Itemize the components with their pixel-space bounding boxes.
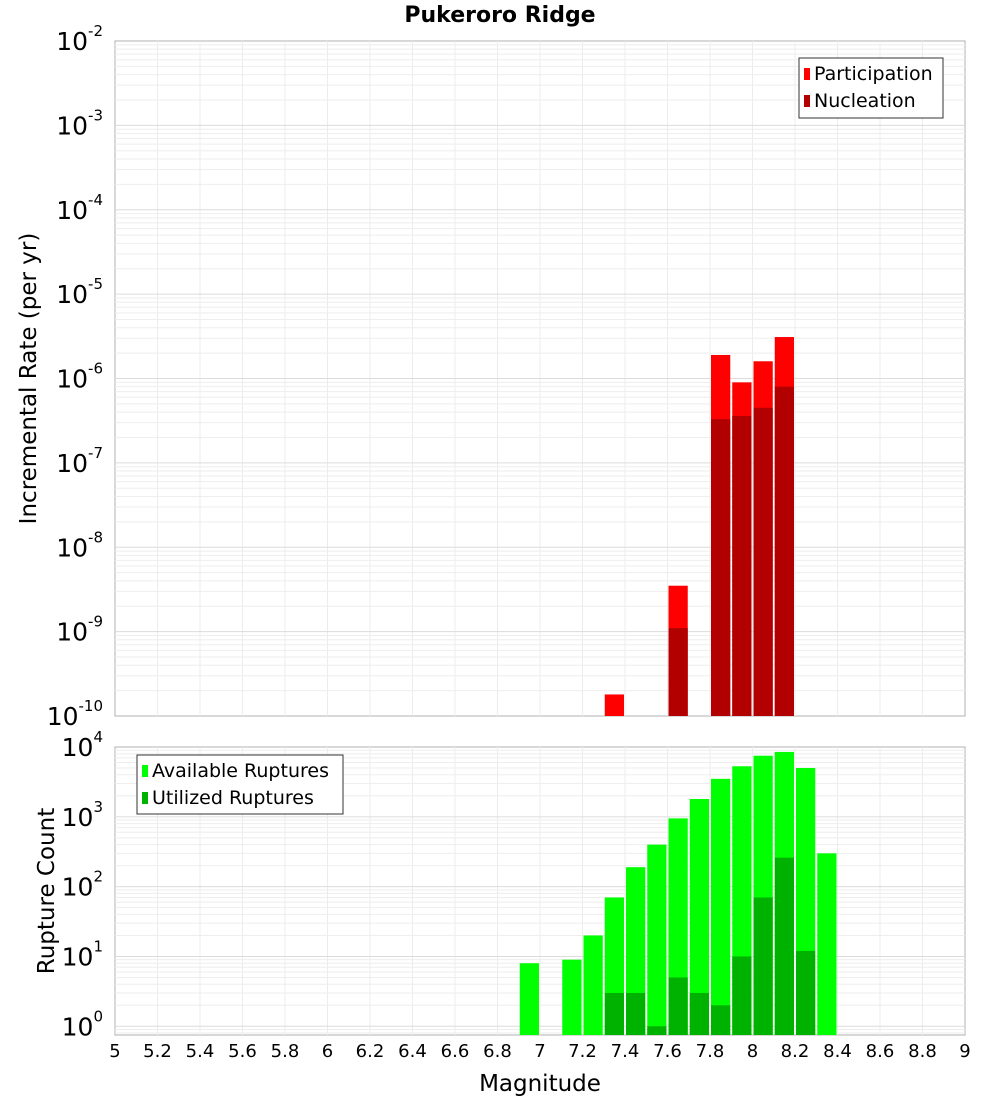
x-tick-label: 6 [322, 1041, 333, 1062]
x-tick-label: 7.4 [611, 1041, 640, 1062]
x-axis-label: Magnitude [479, 1071, 601, 1097]
count-bar-utilized-ruptures [711, 1005, 731, 1035]
count-y-tick-label: 103 [62, 798, 103, 832]
count-bar-available-ruptures [711, 778, 731, 1035]
chart-title: Pukeroro Ridge [404, 3, 595, 28]
x-tick-label: 8.6 [866, 1041, 895, 1062]
rate-legend-entry: Nucleation [814, 90, 916, 112]
rate-y-tick-label: 10-10 [47, 697, 103, 731]
rate-gridlines [115, 41, 965, 716]
count-legend-box [136, 754, 344, 815]
x-tick-label: 6.4 [398, 1041, 427, 1062]
count-y-ticks: 100 101 102 103 104 [62, 728, 103, 1041]
count-bar-available-ruptures [562, 959, 582, 1035]
count-bar-available-ruptures [519, 963, 539, 1035]
rate-legend-swatch [804, 95, 810, 107]
rate-y-tick-label: 10-5 [56, 275, 103, 309]
count-y-tick-label: 102 [62, 868, 103, 902]
count-y-tick-label: 101 [62, 937, 103, 971]
count-y-axis-label: Rupture Count [34, 808, 60, 974]
x-tick-label: 7.6 [653, 1041, 682, 1062]
rate-legend-swatch [804, 68, 810, 80]
rate-y-ticks: 10-10 10-9 10-8 10-7 10-6 10-5 10-4 10-3 10-2 [47, 22, 103, 731]
count-y-tick-label: 104 [62, 728, 103, 762]
rate-bar-nucleation [753, 407, 773, 716]
x-tick-label: 5.2 [143, 1041, 172, 1062]
count-bar-utilized-ruptures [626, 992, 646, 1035]
rate-legend-box [798, 57, 944, 119]
x-tick-label: 7 [534, 1041, 545, 1062]
magnitude-x-ticks: 5 5.2 5.4 5.6 5.8 6 6.2 6.4 6.6 6.8 7 7.2 7.4 7.6 7.8 8… [109, 1041, 970, 1062]
count-bar-utilized-ruptures [647, 1026, 667, 1035]
rate-bar-nucleation [774, 386, 794, 716]
rate-y-tick-label: 10-8 [56, 528, 103, 562]
x-tick-label: 9 [959, 1041, 970, 1062]
count-legend-swatch [142, 765, 148, 777]
rate-bar-nucleation [711, 419, 731, 716]
count-legend-entry: Available Ruptures [152, 760, 329, 782]
count-bar-available-ruptures [647, 844, 667, 1035]
x-tick-label: 5.6 [228, 1041, 257, 1062]
rate-y-tick-label: 10-4 [56, 191, 103, 225]
rate-bars [604, 337, 794, 716]
x-tick-label: 7.8 [696, 1041, 725, 1062]
x-tick-label: 8.2 [781, 1041, 810, 1062]
count-bar-utilized-ruptures [796, 950, 816, 1035]
rate-y-tick-label: 10-9 [56, 613, 103, 647]
x-tick-label: 5 [109, 1041, 120, 1062]
rate-y-tick-label: 10-6 [56, 360, 103, 394]
count-bar-utilized-ruptures [668, 977, 688, 1035]
rate-bar-nucleation [668, 628, 688, 716]
x-tick-label: 8 [747, 1041, 758, 1062]
count-bar-available-ruptures [689, 798, 709, 1035]
count-legend-swatch [142, 792, 148, 804]
count-bar-utilized-ruptures [753, 897, 773, 1035]
count-legend-entry: Utilized Ruptures [152, 787, 314, 809]
x-tick-label: 6.2 [356, 1041, 385, 1062]
rate-y-tick-label: 10-3 [56, 106, 103, 140]
count-bars [519, 751, 837, 1035]
rate-legend-entry: Participation [814, 63, 933, 85]
rate-y-tick-label: 10-2 [56, 22, 103, 56]
count-bar-available-ruptures [583, 935, 603, 1035]
x-tick-label: 5.4 [186, 1041, 215, 1062]
x-tick-label: 6.6 [441, 1041, 470, 1062]
x-tick-label: 7.2 [568, 1041, 597, 1062]
x-tick-label: 8.8 [908, 1041, 937, 1062]
count-panel: 100 101 102 103 104 5 5.2 5.4 5.6 5.8 6 6.2 6.4 6.6 6… [34, 728, 971, 1097]
rate-y-axis-label: Incremental Rate (per yr) [16, 233, 42, 525]
rate-legend: Participation Nucleation [798, 57, 944, 119]
x-tick-label: 5.8 [271, 1041, 300, 1062]
count-bar-utilized-ruptures [774, 857, 794, 1035]
rate-y-tick-label: 10-7 [56, 444, 103, 478]
count-bar-utilized-ruptures [732, 956, 752, 1035]
x-tick-label: 6.8 [483, 1041, 512, 1062]
count-bar-available-ruptures [817, 853, 837, 1035]
x-tick-label: 8.4 [823, 1041, 852, 1062]
rate-bar-participation [604, 694, 624, 716]
count-legend: Available Ruptures Utilized Ruptures [136, 754, 344, 815]
rate-panel: 10-10 10-9 10-8 10-7 10-6 10-5 10-4 10-3 10-2 In… [16, 22, 966, 731]
count-bar-utilized-ruptures [604, 992, 624, 1035]
rate-bar-nucleation [732, 415, 752, 716]
count-bar-utilized-ruptures [689, 992, 709, 1035]
count-y-tick-label: 100 [62, 1007, 103, 1041]
